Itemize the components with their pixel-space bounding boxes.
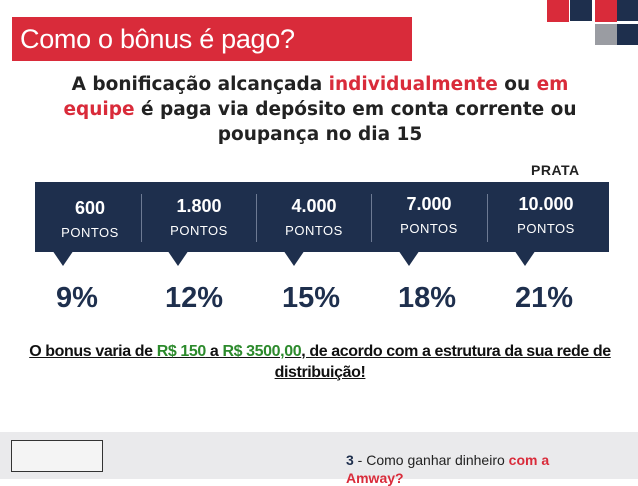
- tier-points: 600: [74, 198, 106, 218]
- tier-percent: 18%: [397, 282, 457, 314]
- tier-10000: 10.000 PONTOS: [497, 186, 595, 242]
- tier-unit: PONTOS: [61, 225, 119, 240]
- tier-unit: PONTOS: [400, 221, 458, 236]
- tier-unit: PONTOS: [170, 223, 228, 238]
- decor-square-navy: [570, 0, 592, 21]
- tier-600: 600 PONTOS: [41, 190, 139, 246]
- tier-divider: [487, 194, 488, 242]
- note-part: , de acordo com a estrutura da sua rede …: [274, 343, 612, 381]
- footer-placeholder-box: [11, 440, 103, 472]
- footer-text: - Como ganhar dinheiro: [353, 452, 509, 468]
- pointer-arrow: [279, 244, 309, 266]
- pointer-arrow: [163, 244, 193, 266]
- note-part: O bonus varia de: [29, 343, 157, 360]
- decor-square-grey: [595, 24, 617, 45]
- tier-points: 4.000: [291, 196, 337, 216]
- tier-divider: [141, 194, 142, 242]
- tier-divider: [256, 194, 257, 242]
- slide-title: Como o bônus é pago?: [12, 17, 412, 61]
- tier-points: 1.800: [176, 196, 222, 216]
- intro-highlight: em equipe: [63, 74, 569, 120]
- tier-divider: [371, 194, 372, 242]
- tier-percent: 9%: [56, 282, 98, 314]
- pointer-arrow: [510, 244, 540, 266]
- decor-square-navy: [617, 0, 638, 21]
- level-label: PRATA: [531, 162, 580, 178]
- tier-unit: PONTOS: [517, 221, 575, 236]
- tier-1800: 1.800 PONTOS: [150, 188, 248, 244]
- pointer-arrow: [394, 244, 424, 266]
- footer-number: 3: [346, 452, 354, 468]
- decor-square-navy: [617, 24, 638, 45]
- tier-4000: 4.000 PONTOS: [265, 188, 363, 244]
- bonus-note: O bonus varia de R$ 150 a R$ 3500,00, de…: [20, 341, 620, 383]
- tier-7000: 7.000 PONTOS: [380, 186, 478, 242]
- note-part: a: [205, 343, 223, 360]
- tier-percent: 12%: [164, 282, 224, 314]
- decor-square-red: [547, 0, 569, 22]
- intro-part: é paga via depósito em conta corrente ou…: [134, 99, 577, 145]
- intro-highlight: individualmente: [328, 74, 498, 95]
- tier-percent: 21%: [514, 282, 574, 314]
- footer-caption: 3 - Como ganhar dinheiro com a: [346, 452, 549, 468]
- tier-points: 7.000: [406, 194, 452, 214]
- footer-caption-line2: Amway?: [346, 470, 404, 486]
- tier-unit: PONTOS: [285, 223, 343, 238]
- footer-bar: [0, 432, 638, 479]
- footer-highlight: com a: [508, 452, 550, 468]
- note-value: R$ 3500,00: [222, 343, 302, 360]
- note-value: R$ 150: [156, 343, 207, 360]
- decor-square-red: [595, 0, 617, 22]
- pointer-arrow: [48, 244, 78, 266]
- intro-part: ou: [497, 74, 537, 95]
- intro-text: A bonificação alcançada individualmente …: [40, 72, 600, 147]
- tier-percent: 15%: [281, 282, 341, 314]
- intro-part: A bonificação alcançada: [71, 74, 329, 95]
- tier-points: 10.000: [518, 194, 574, 214]
